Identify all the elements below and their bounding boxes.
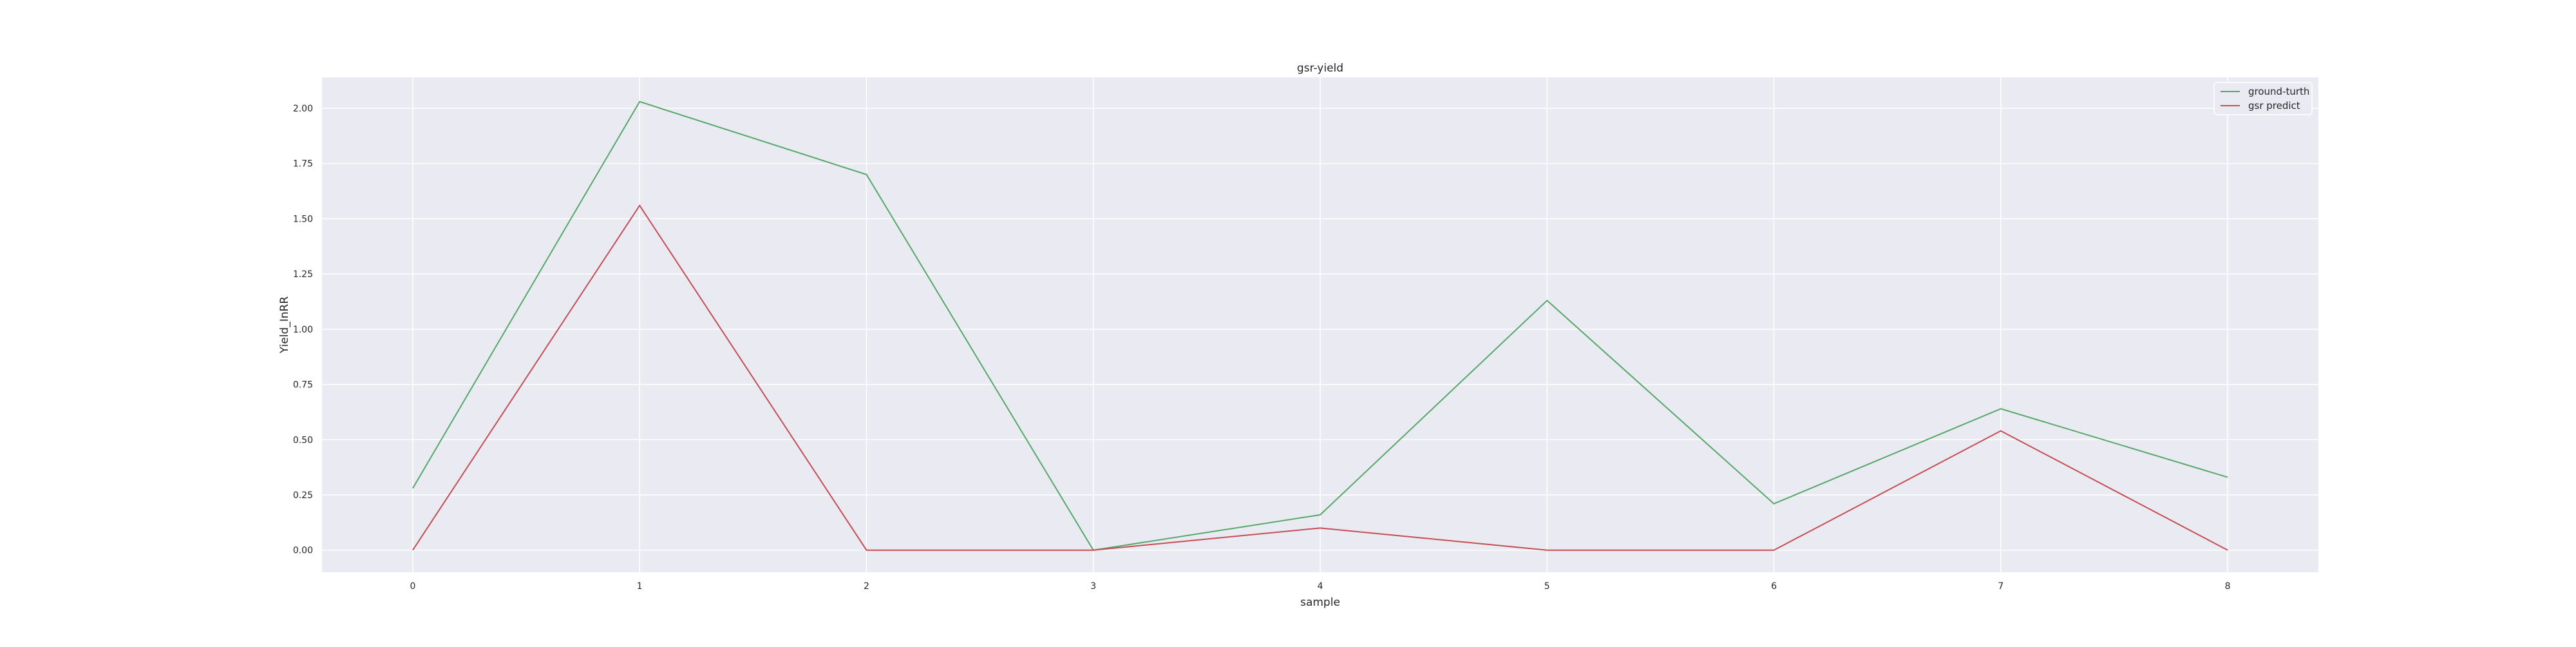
x-tick-label: 2 xyxy=(864,581,869,592)
series-line-gsr-predict xyxy=(412,204,2228,551)
x-axis-label: sample xyxy=(1300,596,1340,609)
y-tick-label: 1.00 xyxy=(293,325,313,335)
y-tick-label: 1.50 xyxy=(293,214,313,224)
legend: ground-turth gsr predict xyxy=(2213,82,2313,115)
series-lines xyxy=(412,101,2228,551)
grid xyxy=(322,77,2318,572)
x-tick-label: 3 xyxy=(1090,581,1096,592)
y-tick-label: 1.25 xyxy=(293,269,313,280)
y-tick-label: 1.75 xyxy=(293,159,313,169)
x-tick-label: 0 xyxy=(410,581,415,592)
y-tick-label: 0.00 xyxy=(293,546,313,556)
x-tick-label: 6 xyxy=(1771,581,1777,592)
x-tick-label: 1 xyxy=(637,581,643,592)
y-tick-label: 0.50 xyxy=(293,435,313,445)
chart-title: gsr-yield xyxy=(1297,62,1343,75)
y-tick-label: 0.25 xyxy=(293,490,313,501)
legend-box xyxy=(2213,82,2313,115)
legend-label-gsr-predict: gsr predict xyxy=(2248,100,2300,111)
series-line-ground-turth xyxy=(412,101,2228,551)
tick-labels: 0 1 2 3 4 5 6 7 8 0.00 0.25 0.50 0.75 1.00 1.25 1.50 1.7… xyxy=(293,104,2231,592)
x-tick-label: 5 xyxy=(1544,581,1550,592)
x-tick-label: 8 xyxy=(2225,581,2231,592)
y-axis-label: Yield_InRR xyxy=(278,296,291,354)
y-tick-label: 0.75 xyxy=(293,380,313,391)
x-tick-label: 4 xyxy=(1318,581,1323,592)
x-tick-label: 7 xyxy=(1998,581,2003,592)
y-tick-label: 2.00 xyxy=(293,104,313,114)
legend-label-ground-turth: ground-turth xyxy=(2248,86,2309,97)
